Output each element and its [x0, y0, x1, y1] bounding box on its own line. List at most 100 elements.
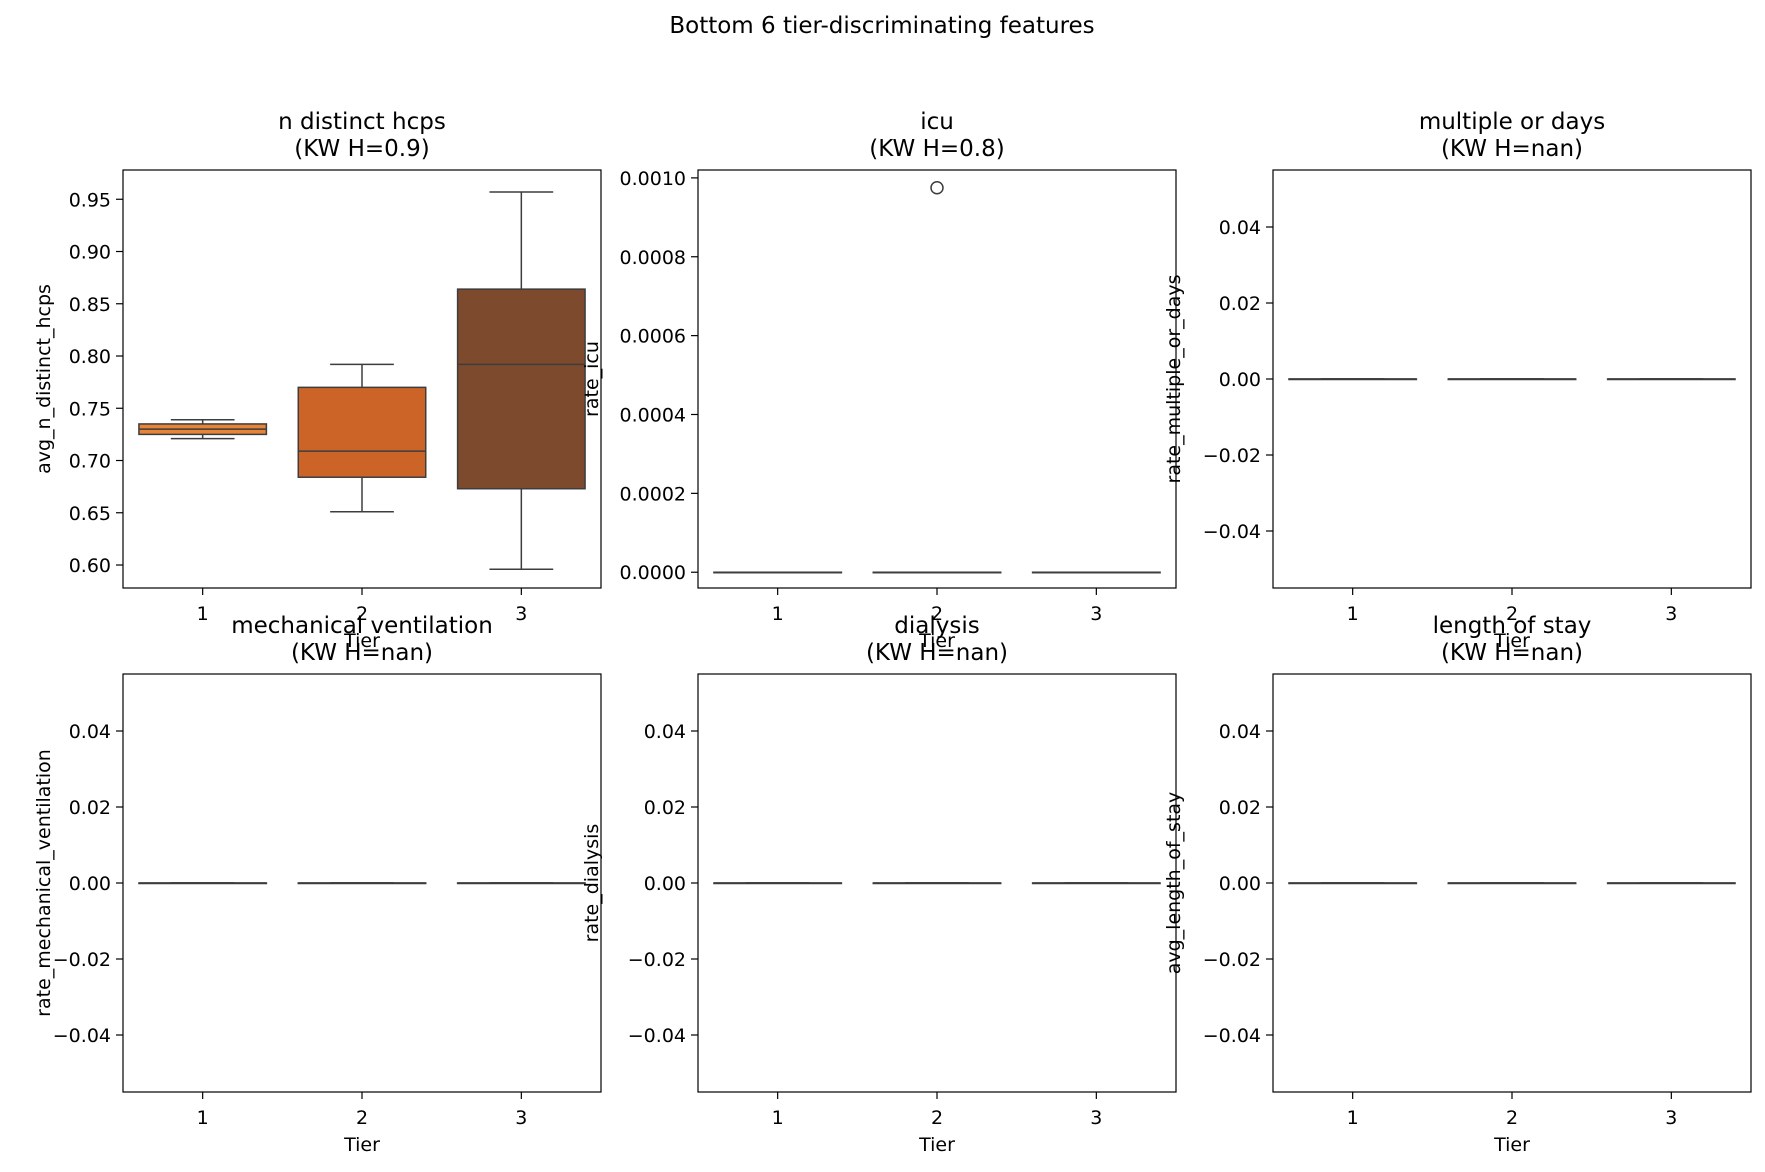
y-tick-label: −0.04: [1203, 521, 1261, 543]
x-axis-label: Tier: [343, 630, 380, 652]
y-tick-label: 0.90: [69, 242, 111, 264]
y-tick-label: 0.00: [644, 873, 686, 895]
plot-frame: [697, 169, 1177, 589]
box-tier-2: [1447, 882, 1577, 885]
y-tick-label: −0.04: [53, 1025, 111, 1047]
subplot-grid: n distinct hcps(KW H=0.9) 0.60 0.65 0.70 0.7…: [33, 109, 1752, 1156]
y-tick-label: 0.04: [1219, 217, 1261, 239]
box-tier-3: [1606, 378, 1736, 381]
subplot-4: mechanical ventilation(KW H=nan) −0.04 −0.…: [33, 613, 602, 1156]
x-tick-label: 2: [1506, 1107, 1518, 1129]
subplot-title: (KW H=nan): [866, 640, 1008, 666]
subplot-title: (KW H=nan): [291, 640, 433, 666]
y-tick-label: 0.0010: [620, 168, 686, 190]
subplot-title: icu: [920, 109, 954, 135]
y-tick-label: 0.85: [69, 294, 111, 316]
subplot-title: (KW H=nan): [1441, 640, 1583, 666]
box-tier-1: [713, 571, 843, 574]
y-tick-label: 0.0004: [620, 404, 686, 426]
subplot-title: multiple or days: [1419, 109, 1605, 135]
iqr-box: [456, 288, 586, 490]
y-tick-label: −0.02: [53, 949, 111, 971]
y-tick-label: 0.02: [644, 797, 686, 819]
subplot-5: dialysis(KW H=nan) −0.04 −0.02 0.00 0.02 0.04…: [581, 613, 1177, 1156]
y-tick-label: 0.02: [69, 797, 111, 819]
x-tick-label: 1: [1347, 603, 1359, 625]
x-tick-label: 1: [197, 603, 209, 625]
subplot-title: length of stay: [1433, 613, 1592, 639]
y-tick-label: 0.60: [69, 555, 111, 577]
x-tick-label: 2: [1506, 603, 1518, 625]
x-tick-label: 2: [931, 603, 943, 625]
x-axis-label: Tier: [1493, 630, 1530, 652]
subplot-6: length of stay(KW H=nan) −0.04 −0.02 0.00 0.…: [1163, 613, 1752, 1156]
y-tick-label: 0.70: [69, 451, 111, 473]
box-tier-2: [297, 363, 427, 513]
y-tick-label: 0.80: [69, 346, 111, 368]
subplot-1: n distinct hcps(KW H=0.9) 0.60 0.65 0.70 0.7…: [33, 109, 602, 652]
box-tier-3: [456, 882, 586, 885]
x-tick-label: 1: [772, 603, 784, 625]
y-axis-label: rate_mechanical_ventilation: [33, 749, 55, 1017]
box-tier-2: [297, 882, 427, 885]
y-tick-label: −0.04: [628, 1025, 686, 1047]
y-tick-label: 0.75: [69, 398, 111, 420]
y-tick-label: −0.02: [1203, 445, 1261, 467]
subplot-title: (KW H=nan): [1441, 136, 1583, 162]
x-tick-label: 1: [772, 1107, 784, 1129]
x-tick-label: 1: [1347, 1107, 1359, 1129]
x-tick-label: 2: [356, 1107, 368, 1129]
iqr-box: [297, 386, 427, 478]
x-axis-label: Tier: [918, 1134, 955, 1156]
x-axis-label: Tier: [1493, 1134, 1530, 1156]
box-tier-3: [1606, 882, 1736, 885]
y-tick-label: 0.04: [69, 721, 111, 743]
box-tier-1: [1288, 378, 1418, 381]
subplot-2: icu(KW H=0.8) 0.0000 0.0002 0.0004 0.0006 0.0…: [581, 109, 1177, 652]
figure-title: Bottom 6 tier-discriminating features: [669, 13, 1094, 39]
subplot-3: multiple or days(KW H=nan) −0.04 −0.02 0.00…: [1163, 109, 1752, 652]
y-tick-label: 0.00: [1219, 369, 1261, 391]
box-tier-1: [713, 882, 843, 885]
box-tier-3: [456, 191, 586, 570]
y-tick-label: 0.04: [1219, 721, 1261, 743]
y-axis-label: rate_multiple_or_days: [1163, 275, 1185, 484]
x-axis-label: Tier: [918, 630, 955, 652]
x-tick-label: 3: [515, 603, 527, 625]
box-tier-3: [1031, 882, 1161, 885]
outlier-point: [930, 180, 944, 195]
y-tick-label: 0.04: [644, 721, 686, 743]
subplot-title: mechanical ventilation: [231, 613, 493, 639]
y-tick-label: 0.0006: [620, 326, 686, 348]
y-tick-label: 0.0000: [620, 562, 686, 584]
subplot-title: (KW H=0.8): [869, 136, 1004, 162]
y-tick-label: 0.02: [1219, 797, 1261, 819]
y-tick-label: 0.65: [69, 503, 111, 525]
y-tick-label: 0.0002: [620, 483, 686, 505]
x-tick-label: 3: [1665, 603, 1677, 625]
x-tick-label: 2: [931, 1107, 943, 1129]
y-tick-label: 0.00: [1219, 873, 1261, 895]
y-axis-label: avg_n_distinct_hcps: [33, 284, 55, 474]
y-tick-label: 0.0008: [620, 247, 686, 269]
y-tick-label: 0.02: [1219, 293, 1261, 315]
box-tier-1: [1288, 882, 1418, 885]
x-tick-label: 3: [515, 1107, 527, 1129]
x-tick-label: 3: [1090, 1107, 1102, 1129]
y-tick-label: 0.00: [69, 873, 111, 895]
x-tick-label: 3: [1090, 603, 1102, 625]
y-tick-label: −0.02: [1203, 949, 1261, 971]
subplot-title: n distinct hcps: [278, 109, 446, 135]
y-tick-label: −0.02: [628, 949, 686, 971]
x-axis-label: Tier: [343, 1134, 380, 1156]
box-tier-1: [138, 419, 268, 440]
subplot-title: dialysis: [894, 613, 979, 639]
x-tick-label: 1: [197, 1107, 209, 1129]
box-tier-2: [872, 180, 1002, 574]
x-tick-label: 2: [356, 603, 368, 625]
box-tier-3: [1031, 571, 1161, 574]
subplot-title: (KW H=0.9): [294, 136, 429, 162]
y-axis-label: rate_icu: [581, 341, 603, 417]
x-tick-label: 3: [1665, 1107, 1677, 1129]
